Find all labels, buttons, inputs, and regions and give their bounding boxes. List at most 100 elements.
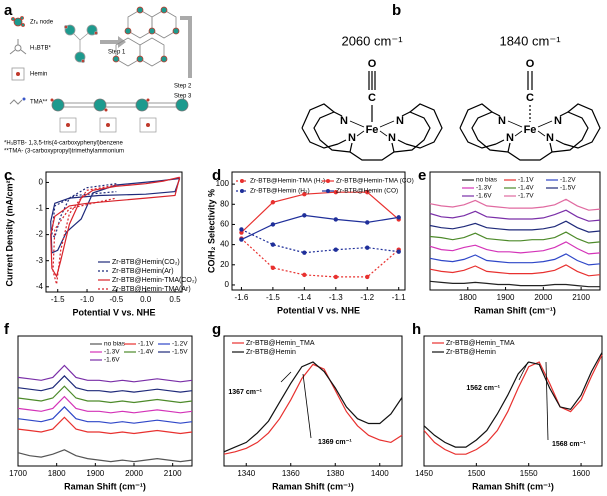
line-series (429, 231, 601, 244)
x-tick-label: 1380 (326, 469, 344, 478)
panel-label: c (4, 167, 12, 184)
bond (491, 111, 501, 117)
wavenumber: 1840 cm⁻¹ (499, 33, 561, 48)
mof-strip (50, 98, 189, 112)
bond (555, 139, 565, 145)
mof-unit (64, 24, 98, 63)
point (302, 250, 307, 255)
x-tick-label: 2100 (164, 469, 182, 478)
point (302, 213, 307, 218)
legend-label: -1.5V (172, 349, 188, 356)
bond (507, 120, 523, 128)
bond (379, 120, 395, 128)
x-axis-label: Potential V vs. NHE (277, 305, 360, 315)
x-tick-label: 2000 (125, 469, 143, 478)
panel-a: a Zr₆ node H₃BTB* Hemin TMA** Step 1 (4, 2, 192, 155)
point (239, 227, 244, 232)
line-series (429, 264, 601, 277)
legend-label: Zr-BTB@Hemin_TMA (446, 340, 515, 347)
x-tick-label: 1900 (497, 293, 515, 302)
x-tick-label: 1600 (572, 469, 590, 478)
legend-label: -1.3V (476, 185, 492, 192)
point (239, 230, 244, 235)
btb-icon (9, 39, 27, 55)
y-tick-label: 80 (220, 199, 229, 208)
atom: N (546, 132, 554, 144)
line-series (50, 176, 181, 278)
line-series (17, 385, 193, 404)
porphyrin (459, 127, 497, 149)
y-tick-label: -3 (36, 256, 44, 265)
line-series (17, 364, 193, 383)
legend-label: Zr-BTB@Hemin (CO) (336, 188, 398, 195)
legend-label: -1.2V (172, 341, 188, 348)
hemin-units (59, 117, 157, 133)
y-tick-label: 100 (216, 179, 230, 188)
x-tick-label: 1800 (48, 469, 66, 478)
legend-text: H₃BTB* (30, 46, 51, 52)
annotation: 1367 cm⁻¹ (228, 389, 262, 396)
x-tick-label: 2000 (534, 293, 552, 302)
legend-text: Zr₆ node (30, 20, 54, 26)
tma-icon (9, 97, 26, 105)
legend-label: no bias (476, 177, 498, 184)
x-axis-label: Raman Shift (cm⁻¹) (272, 481, 354, 491)
legend-label: -1.1V (518, 177, 534, 184)
point (396, 249, 401, 254)
point (270, 265, 276, 271)
panel-label: d (212, 167, 221, 184)
bracket (180, 16, 192, 78)
bond (401, 111, 411, 117)
step-label: Step 2 (174, 84, 192, 90)
mof-network (112, 6, 180, 67)
x-tick-label: 1900 (86, 469, 104, 478)
x-tick-label: -1.5 (51, 295, 65, 304)
legend-label: Zr-BTB@Hemin-TMA (CO) (336, 178, 414, 185)
x-tick-label: -1.2 (360, 293, 374, 302)
annotation: 1568 cm⁻¹ (552, 441, 586, 448)
y-axis-label: CO/H₂ Selectivity % (206, 189, 216, 273)
bond (397, 139, 407, 145)
bond (356, 130, 365, 137)
point (270, 242, 276, 247)
y-tick-label: -1 (36, 204, 44, 213)
point (365, 220, 370, 225)
line-series (423, 354, 603, 455)
legend-label: no bias (104, 341, 126, 348)
x-axis-label: Raman Shift (cm⁻¹) (64, 481, 146, 491)
bond (349, 120, 365, 128)
line-series (241, 214, 399, 241)
point (239, 237, 244, 242)
hemin-icon (11, 67, 25, 81)
legend-label: -1.4V (518, 185, 534, 192)
y-tick-label: 0 (39, 178, 44, 187)
line-series (50, 177, 181, 254)
point (302, 191, 307, 197)
legend-marker (326, 189, 330, 193)
atom: Fe (524, 124, 537, 136)
point (333, 247, 338, 252)
x-tick-label: 0.5 (169, 295, 181, 304)
x-axis-label: Potential V vs. NHE (72, 307, 155, 317)
plot-frame (231, 171, 406, 291)
atom: N (348, 132, 356, 144)
x-tick-label: -1.1 (392, 293, 406, 302)
point (365, 274, 370, 280)
bond (495, 139, 505, 145)
x-axis-label: Raman Shift (cm⁻¹) (474, 305, 556, 315)
bond (379, 130, 388, 137)
bond (349, 142, 353, 153)
x-tick-label: 1550 (520, 469, 538, 478)
legend-label: -1.5V (560, 185, 576, 192)
legend-marker (326, 179, 330, 183)
panel-label: h (412, 321, 421, 338)
legend-label: -1.6V (104, 357, 120, 364)
x-tick-label: -0.5 (109, 295, 123, 304)
point (270, 222, 276, 227)
point (270, 200, 276, 205)
line-series (17, 375, 193, 393)
point (333, 217, 338, 222)
